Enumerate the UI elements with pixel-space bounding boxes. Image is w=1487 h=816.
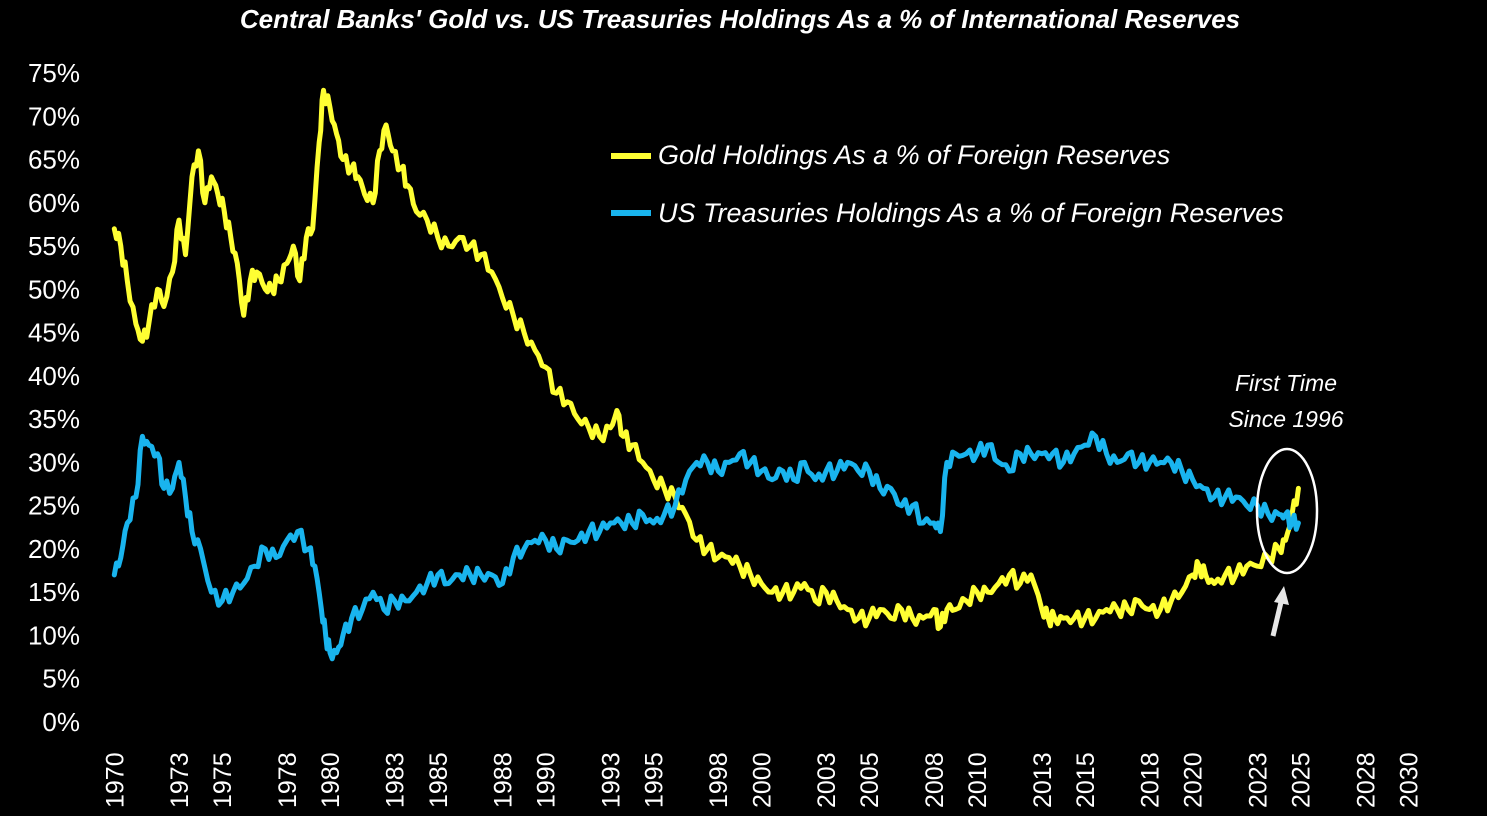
chart-title: Central Banks' Gold vs. US Treasuries Ho…	[240, 4, 1240, 34]
annotation-arrow-shaft	[1270, 597, 1285, 637]
x-tick-label: 1973	[166, 752, 194, 808]
x-tick-label: 2008	[921, 752, 949, 808]
x-tick-label: 1975	[209, 752, 237, 808]
y-tick-label: 45%	[28, 318, 80, 348]
y-tick-label: 50%	[28, 274, 80, 304]
y-tick-label: 55%	[28, 231, 80, 261]
x-tick-label: 2015	[1072, 752, 1100, 808]
x-tick-label: 1978	[274, 752, 302, 808]
series-layer	[111, 87, 1301, 662]
annotation-line-2: Since 1996	[1228, 406, 1343, 432]
annotation-arrow-head	[1274, 586, 1289, 605]
x-tick-label: 1983	[382, 752, 410, 808]
y-tick-label: 35%	[28, 404, 80, 434]
x-tick-label: 1970	[101, 752, 129, 808]
y-tick-label: 75%	[28, 58, 80, 88]
y-tick-label: 40%	[28, 361, 80, 391]
y-tick-label: 20%	[28, 534, 80, 564]
y-tick-label: 30%	[28, 447, 80, 477]
x-tick-label: 1988	[490, 752, 518, 808]
x-tick-label: 2028	[1352, 752, 1380, 808]
x-tick-label: 2030	[1395, 752, 1423, 808]
y-tick-label: 15%	[28, 577, 80, 607]
legend-label-gold: Gold Holdings As a % of Foreign Reserves	[658, 140, 1170, 170]
x-tick-label: 1995	[641, 752, 669, 808]
x-tick-label: 2013	[1029, 752, 1057, 808]
x-tick-label: 2020	[1180, 752, 1208, 808]
x-tick-label: 2010	[964, 752, 992, 808]
y-tick-label: 10%	[28, 620, 80, 650]
x-tick-label: 1993	[597, 752, 625, 808]
y-tick-label: 25%	[28, 491, 80, 521]
legend: Gold Holdings As a % of Foreign Reserves…	[611, 140, 1284, 228]
highlight-ellipse	[1255, 447, 1319, 575]
x-tick-label: 1990	[533, 752, 561, 808]
gold-series-line	[111, 87, 1301, 632]
x-tick-label: 2005	[856, 752, 884, 808]
treasuries-series-line	[111, 430, 1301, 662]
x-tick-label: 2003	[813, 752, 841, 808]
x-tick-label: 2018	[1137, 752, 1165, 808]
x-axis: 1970 1973 1975 1978 1980 1983 1985 1988 1990 1993…	[101, 752, 1423, 808]
x-tick-label: 1980	[317, 752, 345, 808]
legend-label-treasuries: US Treasuries Holdings As a % of Foreign…	[658, 198, 1284, 228]
y-tick-label: 5%	[42, 664, 80, 694]
x-tick-label: 1985	[425, 752, 453, 808]
x-tick-label: 2000	[748, 752, 776, 808]
annotation-line-1: First Time	[1235, 370, 1337, 396]
y-tick-label: 70%	[28, 101, 80, 131]
x-tick-label: 1998	[705, 752, 733, 808]
x-tick-label: 2023	[1244, 752, 1272, 808]
y-axis: 0% 5% 10% 15% 20% 25% 30% 35% 40% 45% 50% 55% 60% 65%…	[28, 58, 80, 737]
x-tick-label: 2025	[1288, 752, 1316, 808]
y-tick-label: 65%	[28, 145, 80, 175]
annotation: First Time Since 1996	[1228, 370, 1344, 637]
y-tick-label: 60%	[28, 188, 80, 218]
y-tick-label: 0%	[42, 707, 80, 737]
